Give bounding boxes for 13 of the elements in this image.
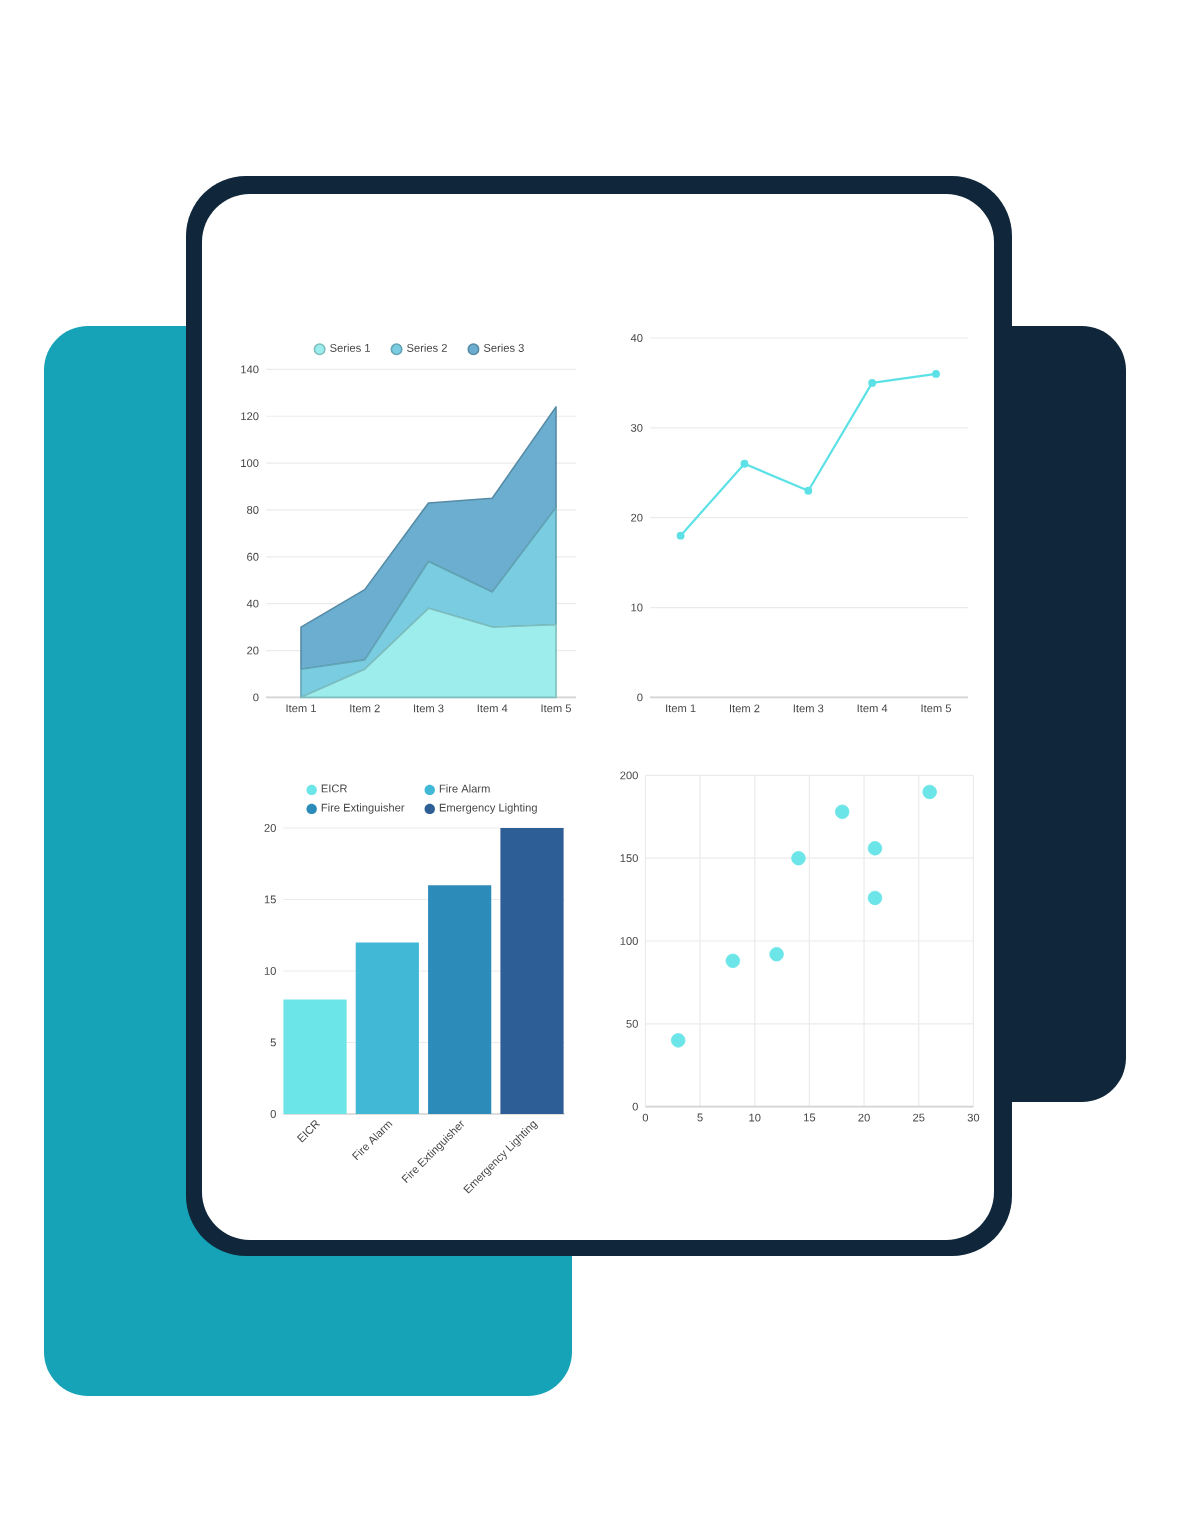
point (725, 953, 741, 969)
point (867, 841, 883, 856)
point (922, 784, 937, 800)
point (804, 486, 813, 495)
point (932, 370, 940, 378)
point (868, 379, 877, 387)
point (835, 804, 850, 820)
point (671, 1033, 686, 1048)
point (791, 850, 806, 866)
point (740, 459, 749, 468)
point (769, 947, 784, 962)
point (867, 890, 883, 906)
point (676, 531, 685, 540)
